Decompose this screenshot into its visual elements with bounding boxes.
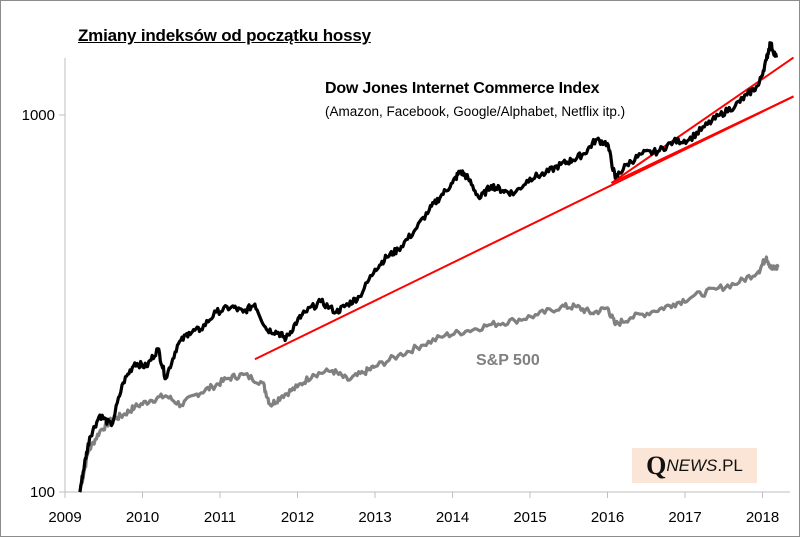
x-tick-label: 2017	[668, 509, 701, 526]
trendline	[254, 95, 794, 361]
logo-q: Q	[646, 450, 667, 480]
trendline	[610, 95, 794, 184]
trendline	[610, 56, 795, 184]
x-tick-label: 2010	[126, 509, 159, 526]
x-tick-label: 2015	[513, 509, 546, 526]
chart-title: Zmiany indeksów od początku hossy	[78, 26, 371, 45]
x-tick-label: 2009	[48, 509, 81, 526]
djic-line	[78, 41, 779, 493]
sp500-line	[78, 255, 780, 493]
x-tick-label: 2013	[358, 509, 391, 526]
djic-series-label: Dow Jones Internet Commerce Index	[325, 80, 600, 97]
qnews-logo: Q NEWS.PL	[632, 448, 757, 483]
djic-series-subtitle: (Amazon, Facebook, Google/Alphabet, Netf…	[325, 104, 626, 119]
x-tick-label: 2016	[591, 509, 624, 526]
logo-news: NEWS	[666, 455, 718, 475]
logo-domain: .PL	[717, 455, 743, 475]
x-tick-label: 2018	[746, 509, 779, 526]
sp500-series-label: S&P 500	[476, 352, 540, 369]
y-tick-label: 100	[30, 484, 55, 501]
x-tick-label: 2012	[281, 509, 314, 526]
x-tick-label: 2014	[436, 509, 469, 526]
y-tick-label: 1000	[22, 107, 55, 124]
x-tick-label: 2011	[204, 509, 236, 526]
